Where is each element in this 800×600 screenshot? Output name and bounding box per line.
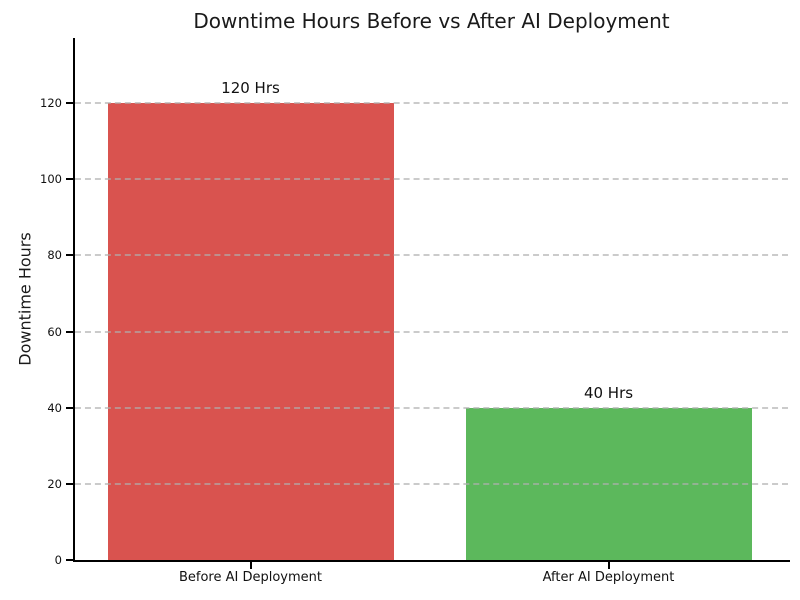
x-axis-spine — [73, 560, 790, 562]
y-tick-mark-20 — [66, 482, 74, 485]
plot-area: 120 Hrs 40 Hrs — [75, 38, 788, 560]
y-tick-mark-120 — [66, 102, 74, 104]
y-axis-spine — [73, 38, 75, 562]
gridline-120 — [75, 102, 788, 104]
y-tick-label-60: 60 — [47, 324, 62, 339]
y-tick-label-40: 40 — [47, 400, 62, 415]
y-tick-label-80: 80 — [47, 248, 62, 263]
y-tick-mark-80 — [66, 254, 74, 257]
gridline-40 — [75, 406, 788, 409]
y-tick-mark-40 — [66, 406, 74, 409]
y-tick-mark-100 — [66, 178, 74, 181]
y-tick-label-100: 100 — [40, 172, 62, 187]
gridline-20 — [75, 482, 788, 485]
bar-value-label: 40 Hrs — [583, 383, 634, 402]
chart-title: Downtime Hours Before vs After AI Deploy… — [193, 9, 670, 33]
y-tick-mark-0 — [66, 559, 74, 561]
bar-value-label: 120 Hrs — [221, 79, 280, 97]
gridline-80 — [75, 254, 788, 257]
x-tick-label-after-ai-deployment: After AI Deployment — [542, 570, 675, 585]
x-tick-label-before-ai-deployment: Before AI Deployment — [178, 570, 322, 585]
x-tick-mark-before-ai-deployment — [249, 562, 252, 569]
gridline-60 — [75, 330, 788, 333]
y-tick-label-20: 20 — [47, 476, 62, 491]
x-tick-mark-after-ai-deployment — [607, 562, 610, 569]
y-tick-label-0: 0 — [54, 553, 62, 567]
gridline-100 — [75, 178, 788, 181]
y-tick-mark-60 — [66, 330, 74, 333]
y-tick-label-120: 120 — [40, 96, 62, 110]
